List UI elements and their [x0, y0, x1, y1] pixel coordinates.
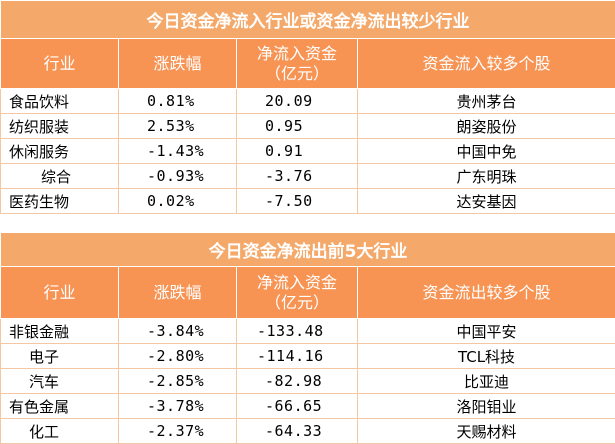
stock-cell: 中国平安 [356, 318, 615, 344]
stock-cell: 广东明珠 [357, 163, 615, 189]
industry-cell: 医药生物 [0, 188, 119, 214]
net-inflow-cell: -82.98 [236, 368, 358, 394]
stock-cell: 达安基因 [357, 188, 615, 214]
industry-cell: 综合 [0, 163, 119, 189]
industry-cell: 化工 [0, 418, 119, 444]
header-change: 涨跌幅 [118, 38, 237, 89]
header-net-inflow: 净流入资金 （亿元） [236, 38, 358, 89]
net-inflow-cell: -66.65 [236, 393, 358, 419]
header-industry: 行业 [0, 266, 119, 319]
inflow-industry-table: 今日资金净流入行业或资金净流出较少行业 行业 涨跌幅 净流入资金 （亿元） 资金… [0, 0, 615, 214]
stock-cell: 比亚迪 [356, 368, 615, 394]
industry-cell: 纺织服装 [0, 113, 119, 139]
table-title: 今日资金净流出前5大行业 [0, 232, 615, 267]
change-cell: 2.53% [118, 113, 237, 139]
change-cell: -2.85% [118, 368, 237, 394]
industry-cell: 有色金属 [0, 393, 119, 419]
stock-cell: 贵州茅台 [357, 88, 615, 114]
header-industry: 行业 [0, 38, 119, 89]
net-inflow-cell: 20.09 [236, 88, 358, 114]
stock-cell: 天赐材料 [356, 418, 615, 444]
change-cell: -0.93% [118, 163, 237, 189]
header-net-inflow: 净流入资金 （亿元） [236, 266, 358, 319]
outflow-industry-table: 今日资金净流出前5大行业 行业 涨跌幅 净流入资金 （亿元） 资金流出较多个股 … [0, 232, 615, 444]
change-cell: 0.02% [118, 188, 237, 214]
header-stocks: 资金流出较多个股 [356, 266, 615, 319]
industry-cell: 汽车 [0, 368, 119, 394]
header-change: 涨跌幅 [118, 266, 237, 319]
net-inflow-cell: -64.33 [236, 418, 358, 444]
net-inflow-cell: -7.50 [236, 188, 358, 214]
industry-cell: 食品饮料 [0, 88, 119, 114]
industry-cell: 休闲服务 [0, 138, 119, 164]
net-inflow-cell: -3.76 [236, 163, 358, 189]
net-inflow-cell: -114.16 [236, 343, 358, 369]
table-title: 今日资金净流入行业或资金净流出较少行业 [0, 0, 615, 39]
change-cell: -3.84% [118, 318, 237, 344]
industry-cell: 电子 [0, 343, 119, 369]
industry-cell: 非银金融 [0, 318, 119, 344]
stock-cell: TCL科技 [356, 343, 615, 369]
change-cell: 0.81% [118, 88, 237, 114]
stock-cell: 中国中免 [357, 138, 615, 164]
header-stocks: 资金流入较多个股 [357, 38, 615, 89]
change-cell: -2.37% [118, 418, 237, 444]
change-cell: -1.43% [118, 138, 237, 164]
net-inflow-cell: 0.91 [236, 138, 358, 164]
stock-cell: 洛阳钼业 [356, 393, 615, 419]
change-cell: -3.78% [118, 393, 237, 419]
change-cell: -2.80% [118, 343, 237, 369]
net-inflow-cell: 0.95 [236, 113, 358, 139]
net-inflow-cell: -133.48 [236, 318, 358, 344]
stock-cell: 朗姿股份 [357, 113, 615, 139]
